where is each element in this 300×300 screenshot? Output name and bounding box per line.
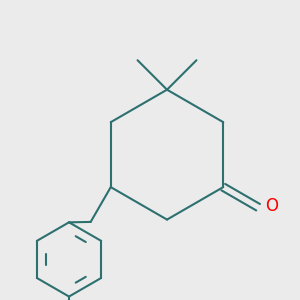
Text: O: O — [265, 197, 278, 215]
